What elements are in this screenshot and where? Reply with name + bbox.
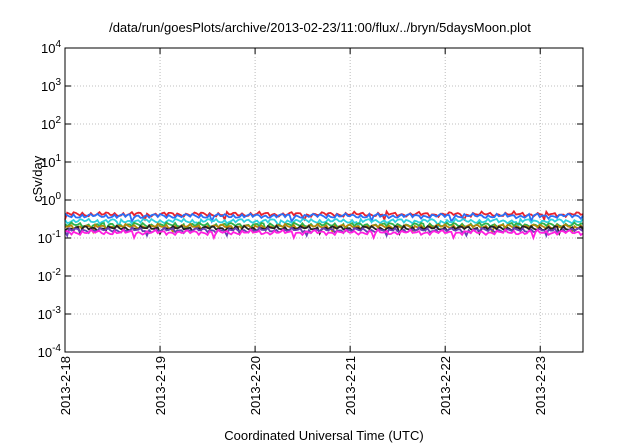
series-line [64,221,584,233]
y-tick-label: 102 [41,115,61,132]
y-tick-label: 100 [41,191,61,208]
series-line [64,216,584,229]
y-tick-label: 104 [41,39,61,56]
x-tick-label: 2013-2-22 [438,356,453,415]
x-tick-label: 2013-2-23 [533,356,548,415]
y-tick-label: 101 [41,153,61,170]
series-line [64,227,584,241]
y-tick-label: 10-1 [38,229,62,246]
y-axis-label: cSv/day [30,155,45,202]
y-tick-label: 10-3 [38,305,62,322]
x-axis-label: Coordinated Universal Time (UTC) [224,428,424,443]
x-tick-label: 2013-2-21 [343,356,358,415]
x-tick-label: 2013-2-19 [153,356,168,415]
series-line [64,211,584,225]
x-tick-label: 2013-2-20 [248,356,263,415]
y-tick-label: 10-2 [38,267,62,284]
y-tick-label: 10-4 [38,343,62,360]
x-tick-label: 2013-2-18 [58,356,73,415]
y-tick-label: 103 [41,77,61,94]
chart-title: /data/run/goesPlots/archive/2013-02-23/1… [109,20,531,35]
